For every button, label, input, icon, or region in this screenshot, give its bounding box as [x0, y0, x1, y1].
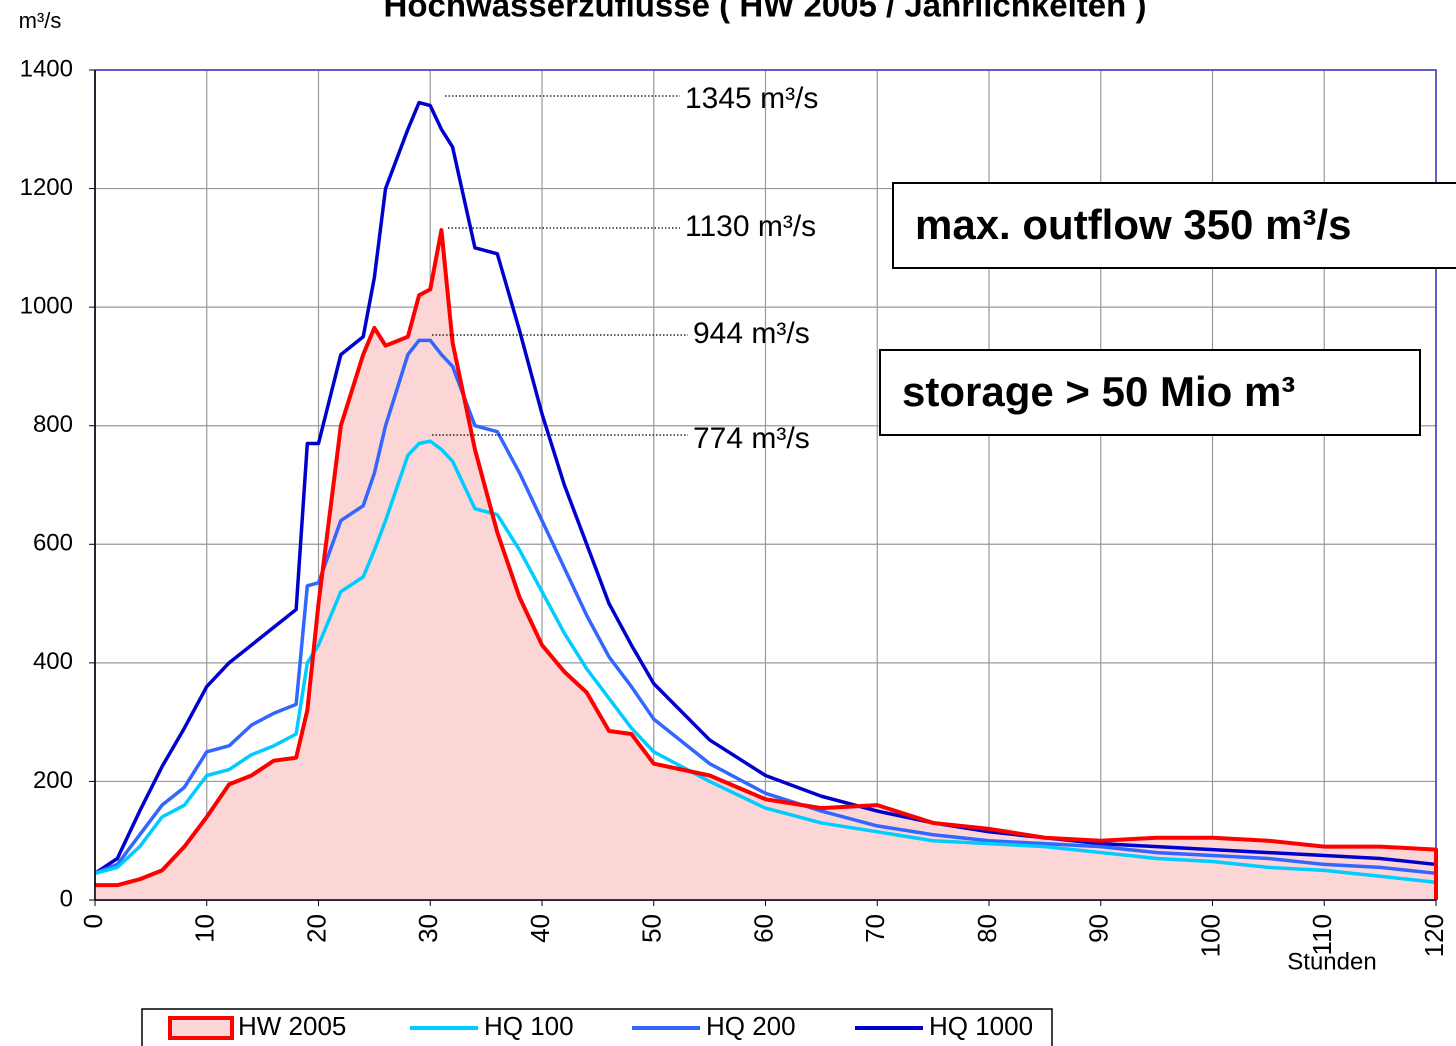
- x-tick-label: 60: [748, 914, 778, 943]
- y-tick-label: 1200: [20, 174, 73, 201]
- legend-label: HQ 1000: [929, 1011, 1033, 1041]
- annotation: storage > 50 Mio m³: [902, 368, 1295, 415]
- y-tick-label: 200: [33, 767, 73, 794]
- series-line: [95, 228, 1438, 900]
- series-line: [94, 338, 1437, 876]
- y-tick-label: 0: [60, 885, 73, 912]
- x-tick-label: 0: [78, 914, 108, 928]
- x-tick-label: 30: [413, 914, 443, 943]
- y-axis-label: m³/s: [19, 8, 62, 33]
- y-tick-label: 400: [33, 648, 73, 675]
- chart-title: Hochwasserzuflüsse ( HW 2005 / Jährlichk…: [384, 0, 1147, 24]
- annotation: 774 m³/s: [693, 422, 810, 455]
- series-area: [95, 230, 1436, 901]
- x-tick-label: 80: [972, 914, 1002, 943]
- x-tick-label: 20: [301, 914, 331, 943]
- x-tick-label: 10: [190, 914, 220, 943]
- x-tick-label: 110: [1307, 914, 1337, 955]
- legend-label: HW 2005: [238, 1011, 346, 1041]
- x-tick-label: 40: [525, 914, 555, 943]
- annotation-box: [892, 182, 1456, 269]
- y-tick-label: 800: [33, 411, 73, 438]
- series-line: [94, 439, 1437, 884]
- x-tick-label: 120: [1419, 914, 1449, 957]
- annotation: max. outflow 350 m³/s: [915, 201, 1351, 248]
- legend-swatch: [168, 1016, 234, 1040]
- legend-label: HQ 100: [484, 1011, 574, 1041]
- annotation: 944 m³/s: [693, 317, 810, 350]
- annotation-box: [879, 349, 1421, 436]
- y-tick-label: 1000: [20, 292, 73, 319]
- legend-label: HQ 200: [706, 1011, 796, 1041]
- x-tick-label: 90: [1084, 914, 1114, 943]
- annotation: 1130 m³/s: [685, 210, 816, 243]
- y-tick-label: 600: [33, 530, 73, 557]
- y-tick-label: 1400: [20, 55, 73, 82]
- x-tick-label: 70: [860, 914, 890, 943]
- x-tick-label: 100: [1195, 914, 1225, 957]
- annotation: 1345 m³/s: [685, 82, 818, 115]
- x-tick-label: 50: [637, 914, 667, 943]
- x-axis-label: Stunden: [1287, 948, 1376, 975]
